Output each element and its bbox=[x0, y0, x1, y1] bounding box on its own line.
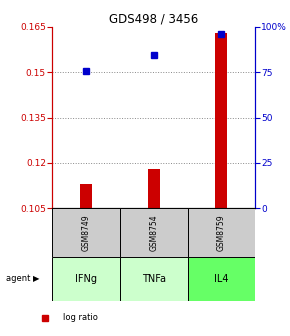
Bar bbox=[120, 208, 188, 257]
Bar bbox=[188, 257, 255, 301]
Text: agent ▶: agent ▶ bbox=[6, 275, 39, 283]
Text: GSM8759: GSM8759 bbox=[217, 214, 226, 251]
Bar bbox=[215, 33, 227, 208]
Text: GSM8749: GSM8749 bbox=[81, 214, 90, 251]
Bar bbox=[80, 184, 92, 208]
Text: TNFa: TNFa bbox=[142, 274, 166, 284]
Text: IFNg: IFNg bbox=[75, 274, 97, 284]
Text: GSM8754: GSM8754 bbox=[149, 214, 158, 251]
Bar bbox=[188, 208, 255, 257]
Title: GDS498 / 3456: GDS498 / 3456 bbox=[109, 13, 198, 26]
Bar bbox=[148, 169, 160, 208]
Bar bbox=[52, 257, 120, 301]
Bar bbox=[120, 257, 188, 301]
Text: IL4: IL4 bbox=[214, 274, 229, 284]
Text: log ratio: log ratio bbox=[63, 313, 98, 322]
Bar bbox=[52, 208, 120, 257]
